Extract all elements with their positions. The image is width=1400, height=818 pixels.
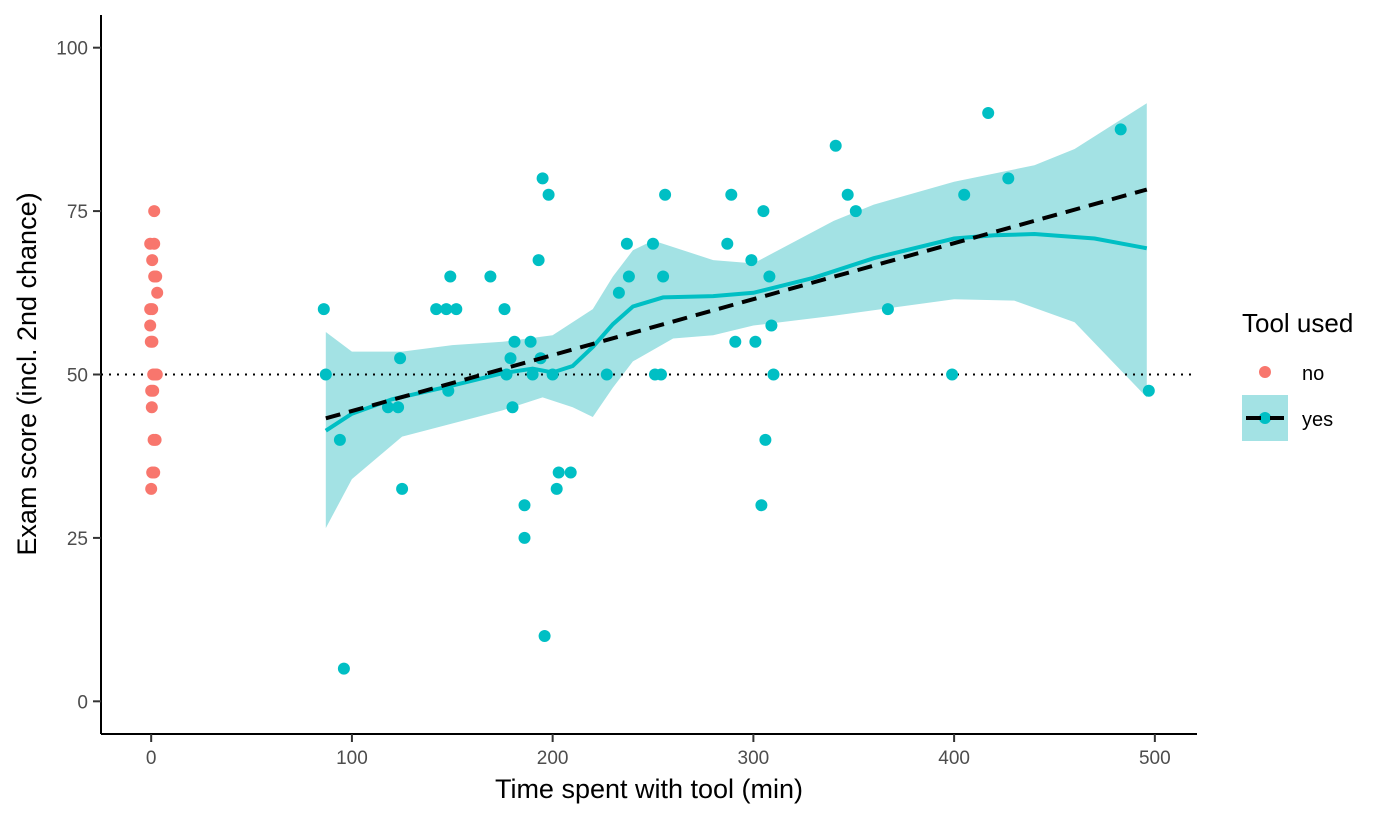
legend-label-no: no — [1302, 363, 1324, 385]
point-yes-41 — [721, 237, 734, 250]
point-yes-31 — [564, 466, 577, 479]
point-no-0 — [148, 205, 161, 218]
data-points — [144, 107, 1155, 675]
point-yes-40 — [659, 188, 672, 201]
point-yes-5 — [392, 401, 405, 414]
legend-label-yes: yes — [1302, 409, 1333, 431]
point-no-19 — [149, 433, 162, 446]
point-yes-3 — [337, 662, 350, 675]
point-yes-30 — [552, 466, 565, 479]
x-tick-label: 0 — [146, 748, 157, 769]
point-no-14 — [150, 368, 163, 381]
x-tick-label: 200 — [537, 748, 569, 769]
point-no-5 — [150, 270, 163, 283]
legend-key-no — [1259, 366, 1271, 378]
x-tick-label: 100 — [336, 748, 368, 769]
point-yes-38 — [655, 368, 667, 381]
point-no-9 — [144, 319, 157, 332]
x-axis-title: Time spent with tool (min) — [495, 774, 803, 804]
x-tick-label: 300 — [738, 748, 770, 769]
point-yes-21 — [524, 335, 537, 348]
point-yes-2 — [333, 433, 346, 446]
point-yes-44 — [745, 254, 758, 267]
linear-fit-line — [325, 187, 1148, 421]
x-axis-ticks: 0 100 200 300 400 500 — [146, 734, 1171, 769]
point-yes-48 — [759, 433, 772, 446]
point-no-17 — [145, 401, 158, 414]
point-yes-20 — [518, 531, 531, 544]
point-yes-45 — [749, 335, 762, 348]
point-yes-53 — [841, 188, 854, 201]
point-yes-25 — [536, 172, 549, 185]
point-yes-11 — [444, 270, 457, 283]
point-no-21 — [148, 466, 161, 479]
point-yes-32 — [600, 368, 613, 381]
point-yes-29 — [550, 482, 563, 495]
point-yes-39 — [657, 270, 670, 283]
point-yes-51 — [767, 368, 780, 381]
point-yes-36 — [647, 237, 659, 250]
legend: Tool used no yes — [1242, 308, 1353, 441]
x-tick-label: 400 — [938, 748, 970, 769]
point-yes-4 — [382, 401, 394, 414]
point-no-2 — [148, 237, 161, 250]
legend-key-yes-point — [1259, 412, 1271, 424]
point-yes-17 — [506, 401, 519, 414]
point-yes-8 — [430, 303, 443, 316]
point-yes-12 — [450, 303, 463, 316]
point-yes-0 — [317, 303, 330, 316]
y-tick-label: 75 — [67, 202, 88, 223]
point-yes-55 — [881, 303, 894, 316]
y-axis-ticks: 0 25 50 75 100 — [56, 39, 101, 713]
y-axis-title: Exam score (incl. 2nd chance) — [12, 192, 42, 555]
point-yes-33 — [612, 286, 625, 299]
point-yes-52 — [829, 139, 842, 152]
point-yes-43 — [729, 335, 742, 348]
point-yes-13 — [484, 270, 497, 283]
point-yes-56 — [946, 368, 959, 381]
legend-title: Tool used — [1242, 308, 1353, 338]
point-yes-7 — [396, 482, 409, 495]
point-yes-6 — [394, 352, 407, 365]
point-yes-18 — [508, 335, 521, 348]
point-yes-54 — [849, 205, 862, 218]
y-tick-label: 25 — [67, 529, 88, 550]
point-no-11 — [146, 335, 159, 348]
point-yes-34 — [620, 237, 633, 250]
point-yes-23 — [532, 254, 545, 267]
point-yes-49 — [763, 270, 776, 283]
plot-panel — [101, 103, 1197, 675]
point-yes-1 — [319, 368, 332, 381]
point-yes-61 — [1142, 384, 1155, 397]
point-yes-46 — [755, 499, 768, 512]
point-no-3 — [146, 254, 159, 267]
point-yes-27 — [542, 188, 555, 201]
point-yes-59 — [1002, 172, 1015, 185]
point-yes-47 — [757, 205, 770, 218]
point-no-6 — [151, 286, 164, 299]
y-tick-label: 100 — [56, 39, 88, 60]
point-no-22 — [145, 482, 158, 495]
point-yes-58 — [982, 107, 995, 119]
point-yes-19 — [518, 499, 531, 512]
point-yes-22 — [526, 368, 539, 381]
point-yes-16 — [504, 352, 517, 365]
point-yes-9 — [440, 303, 453, 316]
y-tick-label: 0 — [77, 692, 88, 713]
axes: 0 100 200 300 400 500 0 25 50 75 100 — [56, 15, 1197, 769]
point-yes-26 — [538, 630, 551, 642]
point-yes-14 — [498, 303, 511, 316]
point-yes-60 — [1114, 123, 1127, 136]
point-yes-50 — [765, 319, 778, 332]
point-yes-57 — [958, 188, 971, 201]
y-tick-label: 50 — [67, 366, 88, 387]
point-yes-35 — [622, 270, 635, 283]
point-yes-42 — [725, 188, 738, 201]
smooth-fit-confidence-band — [325, 103, 1147, 529]
point-no-8 — [146, 303, 159, 316]
point-no-16 — [147, 384, 160, 397]
x-tick-label: 500 — [1139, 748, 1171, 769]
